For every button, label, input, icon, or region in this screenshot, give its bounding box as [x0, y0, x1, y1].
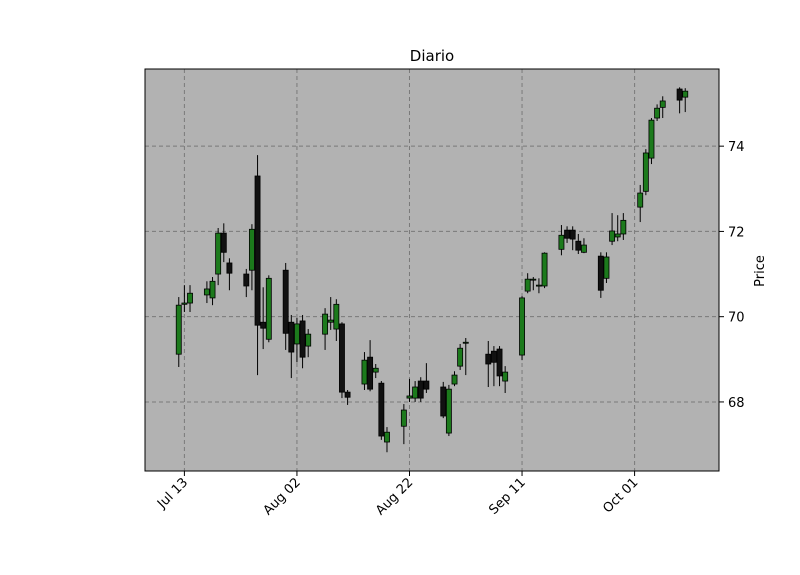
chart-title: Diario [410, 47, 454, 65]
candle-body [654, 107, 661, 119]
candle-body [209, 280, 216, 299]
candle-body [282, 269, 289, 334]
plot-area [145, 69, 719, 471]
candle-body [203, 288, 210, 296]
candle-body [535, 284, 542, 287]
candle-body [243, 273, 250, 287]
candle-body [220, 232, 227, 253]
candle-body [322, 313, 329, 335]
candle-body [564, 229, 570, 239]
plot-layer [145, 69, 719, 471]
candle-body [457, 347, 464, 367]
candle-body [642, 152, 649, 192]
candle-body [637, 192, 644, 208]
candle-body [519, 297, 525, 356]
candle-body [423, 380, 430, 390]
candle-body [412, 386, 419, 399]
candle-body [490, 350, 497, 363]
candle-body [181, 302, 188, 305]
candle-body [226, 262, 233, 274]
candle-body [614, 233, 621, 238]
y-tick-label: 74 [728, 140, 745, 155]
candle-body [372, 367, 379, 373]
candle-body [648, 119, 655, 159]
candle-body [485, 353, 492, 365]
candle-body [367, 356, 374, 390]
candle-body [305, 333, 312, 347]
candle-body [462, 341, 469, 344]
candle-body [417, 380, 424, 399]
candle-body [575, 240, 582, 251]
candle-body [558, 234, 565, 250]
candle-body [406, 395, 413, 399]
candle-body [254, 175, 261, 326]
candle-body [175, 304, 182, 355]
candle-body [378, 382, 385, 437]
candle-body [502, 371, 509, 382]
candle-body [620, 219, 627, 235]
candle-body [659, 100, 666, 108]
candle-body [260, 321, 267, 329]
candle-body [451, 374, 458, 385]
x-tick-label: Sep 11 [486, 475, 529, 518]
x-tick-label: Jul 13 [154, 475, 191, 512]
candle-body [597, 255, 604, 291]
candle-body [288, 321, 295, 353]
candle-body [294, 323, 300, 345]
candle-body [581, 244, 587, 253]
y-axis-label: Price [753, 255, 768, 287]
candle-body [440, 386, 447, 417]
candle-body [524, 278, 531, 292]
plot-frame [144, 68, 720, 472]
y-tick-label: 68 [728, 396, 745, 411]
y-tick-label: 72 [728, 225, 745, 240]
candle-body [344, 391, 351, 398]
candle-body [676, 88, 683, 101]
x-tick-label: Aug 22 [373, 475, 416, 518]
candle-body [541, 252, 548, 287]
candle-body [299, 320, 306, 358]
candle-body [215, 232, 222, 275]
candle-body [339, 323, 345, 393]
candle-body [265, 277, 272, 340]
candle-body [248, 228, 255, 271]
candle-body [361, 359, 368, 385]
candle-body [569, 229, 576, 240]
candle-body [333, 303, 340, 330]
candle-body [445, 388, 452, 434]
candle-body [682, 90, 689, 98]
candle-body [530, 278, 537, 281]
candle-body [327, 319, 334, 323]
candle-body [187, 292, 193, 304]
candle-body [400, 409, 407, 427]
candle-body [384, 431, 390, 443]
candle-body [609, 230, 616, 242]
candle-body [603, 256, 610, 279]
y-tick-label: 70 [728, 311, 745, 326]
x-tick-label: Aug 02 [261, 475, 304, 518]
candle-body [496, 348, 503, 377]
x-tick-label: Oct 01 [600, 475, 641, 516]
